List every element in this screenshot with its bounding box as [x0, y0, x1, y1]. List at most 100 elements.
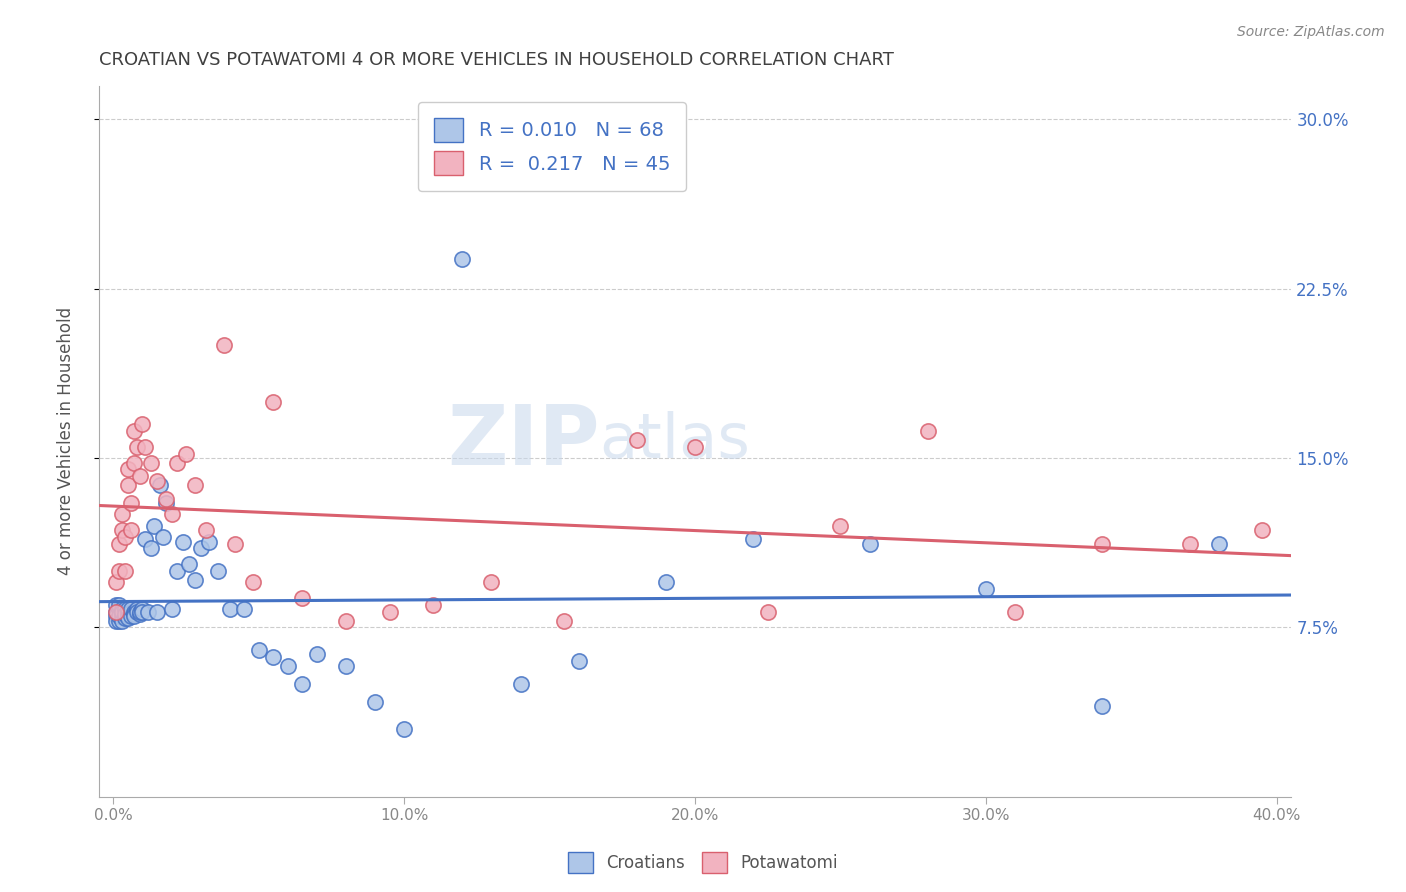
Point [105, 605, 128, 619]
Point [335, 614, 357, 628]
Point [122, 424, 145, 438]
Point [108, 602, 131, 616]
Point [111, 614, 134, 628]
Point [190, 541, 212, 556]
Point [114, 602, 136, 616]
Point [108, 609, 131, 624]
Point [141, 456, 163, 470]
Point [105, 575, 128, 590]
Point [134, 440, 156, 454]
Point [1091, 699, 1114, 714]
Point [111, 609, 134, 624]
Point [378, 605, 401, 619]
Point [131, 602, 153, 616]
Point [128, 607, 150, 621]
Point [262, 649, 284, 664]
Point [233, 602, 256, 616]
Point [128, 469, 150, 483]
Point [122, 607, 145, 621]
Point [128, 605, 150, 619]
Point [1178, 537, 1201, 551]
Point [152, 530, 174, 544]
Point [160, 602, 183, 616]
Point [160, 508, 183, 522]
Point [120, 523, 142, 537]
Point [568, 654, 591, 668]
Point [114, 609, 136, 624]
Point [212, 338, 235, 352]
Point [1091, 537, 1114, 551]
Point [146, 474, 169, 488]
Point [117, 605, 139, 619]
Point [141, 541, 163, 556]
Point [105, 609, 128, 624]
Point [114, 564, 136, 578]
Point [136, 605, 159, 619]
Point [917, 424, 939, 438]
Point [105, 605, 128, 619]
Point [166, 456, 188, 470]
Point [108, 598, 131, 612]
Point [1004, 605, 1026, 619]
Point [125, 440, 148, 454]
Point [291, 591, 314, 605]
Point [111, 523, 134, 537]
Point [830, 518, 852, 533]
Point [105, 614, 128, 628]
Text: CROATIAN VS POTAWATOMI 4 OR MORE VEHICLES IN HOUSEHOLD CORRELATION CHART: CROATIAN VS POTAWATOMI 4 OR MORE VEHICLE… [98, 51, 894, 69]
Point [174, 446, 197, 460]
Point [120, 605, 142, 619]
Point [742, 533, 765, 547]
Point [117, 609, 139, 624]
Point [1251, 523, 1274, 537]
Point [143, 518, 166, 533]
Point [108, 564, 131, 578]
Point [184, 573, 207, 587]
Point [392, 722, 415, 736]
Point [105, 598, 128, 612]
Point [218, 602, 240, 616]
Point [117, 602, 139, 616]
Point [655, 575, 678, 590]
Point [131, 417, 153, 432]
Point [120, 609, 142, 624]
Point [122, 456, 145, 470]
Text: Source: ZipAtlas.com: Source: ZipAtlas.com [1237, 25, 1385, 39]
Legend: Croatians, Potawatomi: Croatians, Potawatomi [561, 846, 845, 880]
Point [262, 394, 284, 409]
Point [974, 582, 997, 596]
Point [207, 564, 229, 578]
Legend: R = 0.010   N = 68, R =  0.217   N = 45: R = 0.010 N = 68, R = 0.217 N = 45 [419, 103, 686, 191]
Point [108, 537, 131, 551]
Point [626, 433, 648, 447]
Point [291, 677, 314, 691]
Point [683, 440, 706, 454]
Point [114, 530, 136, 544]
Point [155, 496, 177, 510]
Point [131, 605, 153, 619]
Point [198, 534, 221, 549]
Text: atlas: atlas [600, 411, 751, 471]
Point [166, 564, 188, 578]
Point [117, 462, 139, 476]
Point [277, 658, 299, 673]
Point [247, 643, 270, 657]
Point [509, 677, 531, 691]
Point [125, 605, 148, 619]
Point [335, 658, 357, 673]
Point [134, 533, 156, 547]
Point [756, 605, 779, 619]
Point [111, 605, 134, 619]
Point [242, 575, 264, 590]
Point [858, 537, 880, 551]
Point [149, 478, 172, 492]
Point [1208, 537, 1230, 551]
Point [305, 648, 328, 662]
Point [224, 537, 246, 551]
Point [122, 609, 145, 624]
Point [172, 534, 194, 549]
Point [122, 605, 145, 619]
Text: ZIP: ZIP [447, 401, 600, 482]
Point [195, 523, 218, 537]
Point [155, 491, 177, 506]
